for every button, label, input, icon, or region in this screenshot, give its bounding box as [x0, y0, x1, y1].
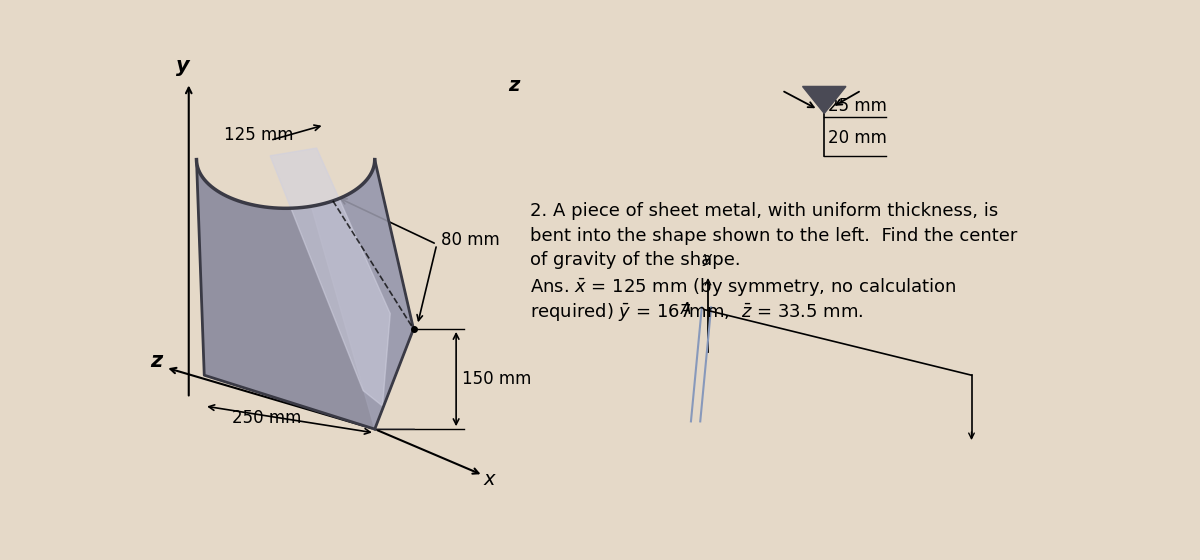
Text: Ans. $\bar{x}$ = 125 mm (by symmetry, no calculation: Ans. $\bar{x}$ = 125 mm (by symmetry, no… — [529, 276, 956, 298]
Text: 80 mm: 80 mm — [440, 231, 499, 249]
Text: 20 mm: 20 mm — [828, 129, 887, 147]
Text: y: y — [702, 251, 710, 266]
Polygon shape — [197, 160, 414, 429]
Text: 25 mm: 25 mm — [828, 97, 887, 115]
Text: 2. A piece of sheet metal, with uniform thickness, is: 2. A piece of sheet metal, with uniform … — [529, 202, 998, 220]
Polygon shape — [270, 148, 390, 406]
Text: 125 mm: 125 mm — [223, 126, 293, 144]
Text: of gravity of the shape.: of gravity of the shape. — [529, 251, 740, 269]
Text: required) $\bar{y}$ = 167mm,  $\bar{z}$ = 33.5 mm.: required) $\bar{y}$ = 167mm, $\bar{z}$ =… — [529, 301, 864, 323]
Text: z: z — [509, 76, 520, 95]
Text: x: x — [484, 470, 496, 489]
Text: y: y — [175, 57, 190, 76]
Text: 250 mm: 250 mm — [232, 409, 301, 427]
Text: bent into the shape shown to the left.  Find the center: bent into the shape shown to the left. F… — [529, 227, 1018, 245]
Text: A: A — [682, 302, 691, 318]
Text: z: z — [150, 351, 162, 371]
Polygon shape — [311, 160, 414, 429]
Polygon shape — [803, 86, 846, 113]
Text: 150 mm: 150 mm — [462, 370, 532, 388]
